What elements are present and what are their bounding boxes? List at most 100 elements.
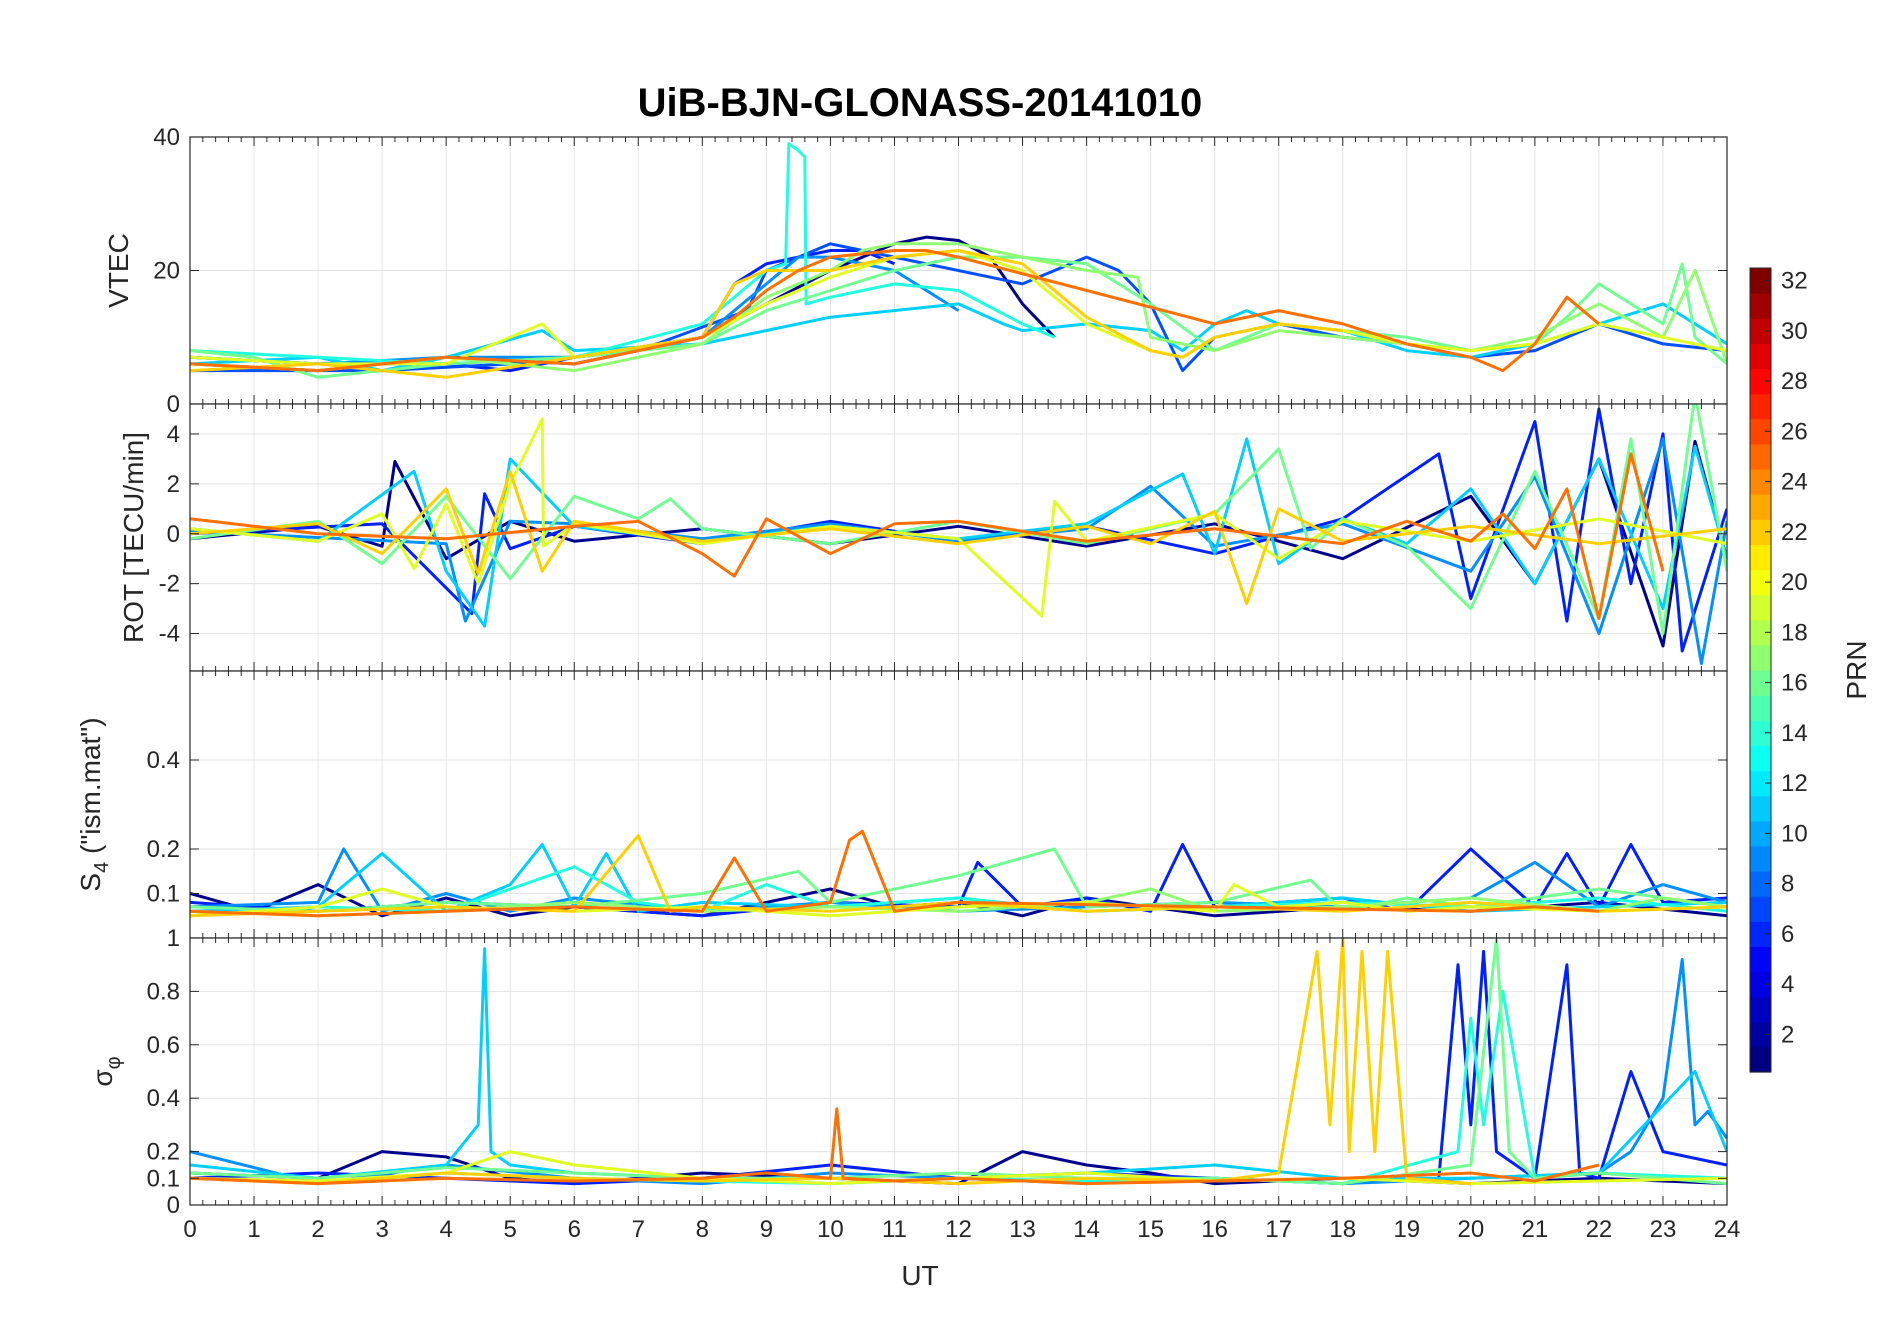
series-line-prn-12 [190, 302, 1727, 373]
x-tick-label: 17 [1265, 1216, 1292, 1243]
colorbar-step [1750, 770, 1771, 797]
y-tick-label: 0.4 [147, 1085, 180, 1112]
x-tick-label: 5 [504, 1216, 517, 1243]
y-tick-label: 4 [167, 421, 180, 448]
colorbar-tick-label: 6 [1781, 921, 1794, 948]
y-tick-label: 0.2 [147, 836, 180, 863]
series-line-prn-9 [190, 255, 960, 366]
x-tick-label: 7 [632, 1216, 645, 1243]
x-tick-label: 4 [439, 1216, 452, 1243]
x-tick-label: 9 [760, 1216, 773, 1243]
x-tick-label: 1 [247, 1216, 260, 1243]
colorbar-step [1750, 971, 1771, 998]
colorbar-tick-label: 20 [1781, 569, 1808, 596]
series-line-prn-6 [190, 242, 1727, 373]
rot-panel: -4 -2 0 2 4 ROT [TECU/min] [118, 403, 1728, 672]
colorbar-tick-label: 26 [1781, 418, 1808, 445]
colorbar-label: PRN [1841, 640, 1872, 699]
series-line-prn-12 [190, 437, 1727, 628]
colorbar-step [1750, 1021, 1771, 1048]
colorbar-tick-label: 8 [1781, 871, 1794, 898]
x-tick-label: 18 [1329, 1216, 1356, 1243]
series-group [190, 142, 1727, 379]
colorbar-step [1750, 896, 1771, 922]
colorbar-step [1750, 519, 1771, 545]
x-tick-label: 12 [945, 1216, 972, 1243]
y-tick-label: 40 [153, 124, 180, 151]
y-tick-label: 2 [167, 471, 180, 498]
series-line-prn-21 [190, 938, 1471, 1186]
y-tick-label: 0.4 [147, 747, 180, 774]
colorbar-step [1750, 845, 1771, 872]
x-axis-label: UT [901, 1260, 938, 1291]
colorbar-step [1750, 368, 1771, 395]
series-line-prn-23 [190, 452, 1665, 621]
colorbar-step [1750, 594, 1771, 621]
series-group [190, 938, 1727, 1186]
colorbar-step [1750, 695, 1771, 721]
y-tick-label: 0.6 [147, 1032, 180, 1059]
y-axis-label: S4 ("ism.mat") [75, 717, 113, 891]
x-tick-label: 3 [375, 1216, 388, 1243]
colorbar-tick-label: 32 [1781, 268, 1808, 295]
y-tick-label: 0.8 [147, 978, 180, 1005]
colorbar-step [1750, 644, 1771, 671]
colorbar-tick-label: 22 [1781, 519, 1808, 546]
y-tick-label: 0.2 [147, 1139, 180, 1166]
series-line-prn-23 [190, 249, 1600, 373]
x-tick-label: 22 [1586, 1216, 1613, 1243]
x-tick-label: 6 [568, 1216, 581, 1243]
colorbar-box [1749, 267, 1772, 1073]
series-group [190, 829, 1727, 918]
x-tick-label: 8 [696, 1216, 709, 1243]
colorbar-step [1750, 469, 1771, 495]
y-tick-label: 0 [167, 521, 180, 548]
x-tick-label: 10 [817, 1216, 844, 1243]
colorbar-step [1750, 670, 1771, 696]
colorbar-step [1750, 418, 1771, 445]
y-tick-label: 0.1 [147, 881, 180, 908]
x-tick-label: 16 [1201, 1216, 1228, 1243]
colorbar-step [1750, 569, 1771, 596]
colorbar-step [1750, 443, 1771, 470]
chart-title: UiB-BJN-GLONASS-20141010 [638, 81, 1203, 125]
colorbar-tick-label: 14 [1781, 720, 1808, 747]
colorbar-step [1750, 1046, 1771, 1073]
y-tick-label: 0 [167, 391, 180, 418]
y-axis-label: σφ [87, 1056, 125, 1086]
x-tick-label: 14 [1073, 1216, 1100, 1243]
colorbar-step [1750, 318, 1771, 344]
colorbar-tick-label: 12 [1781, 770, 1808, 797]
series-line-prn-23 [190, 1107, 1600, 1186]
series-group [190, 404, 1727, 665]
colorbar-step [1750, 293, 1771, 319]
y-tick-label: 20 [153, 258, 180, 285]
x-tick-label: 21 [1522, 1216, 1549, 1243]
y-tick-label: 1 [167, 925, 180, 952]
colorbar-step [1750, 871, 1771, 897]
colorbar-step [1750, 393, 1771, 420]
series-line-prn-23 [190, 829, 1600, 918]
colorbar-step [1750, 745, 1771, 772]
colorbar-step [1750, 494, 1771, 520]
colorbar-step [1750, 795, 1771, 822]
colorbar-tick-label: 18 [1781, 619, 1808, 646]
colorbar-tick-label: 2 [1781, 1021, 1794, 1048]
colorbar-tick-label: 24 [1781, 469, 1808, 496]
x-tick-label: 15 [1137, 1216, 1164, 1243]
x-tick-label: 2 [311, 1216, 324, 1243]
x-tick-label: 24 [1714, 1216, 1741, 1243]
colorbar-tick-label: 30 [1781, 318, 1808, 345]
series-line-prn-19 [190, 249, 1727, 366]
y-tick-label: 0 [167, 1192, 180, 1219]
x-tick-label: 20 [1457, 1216, 1484, 1243]
y-tick-label: -4 [159, 621, 180, 648]
y-axis-label: ROT [TECU/min] [118, 432, 149, 643]
colorbar-tick-label: 10 [1781, 820, 1808, 847]
colorbar-tick-label: 28 [1781, 368, 1808, 395]
x-tick-label: 11 [882, 1216, 907, 1243]
colorbar-step [1750, 946, 1771, 973]
series-line-prn-21 [190, 469, 1727, 606]
